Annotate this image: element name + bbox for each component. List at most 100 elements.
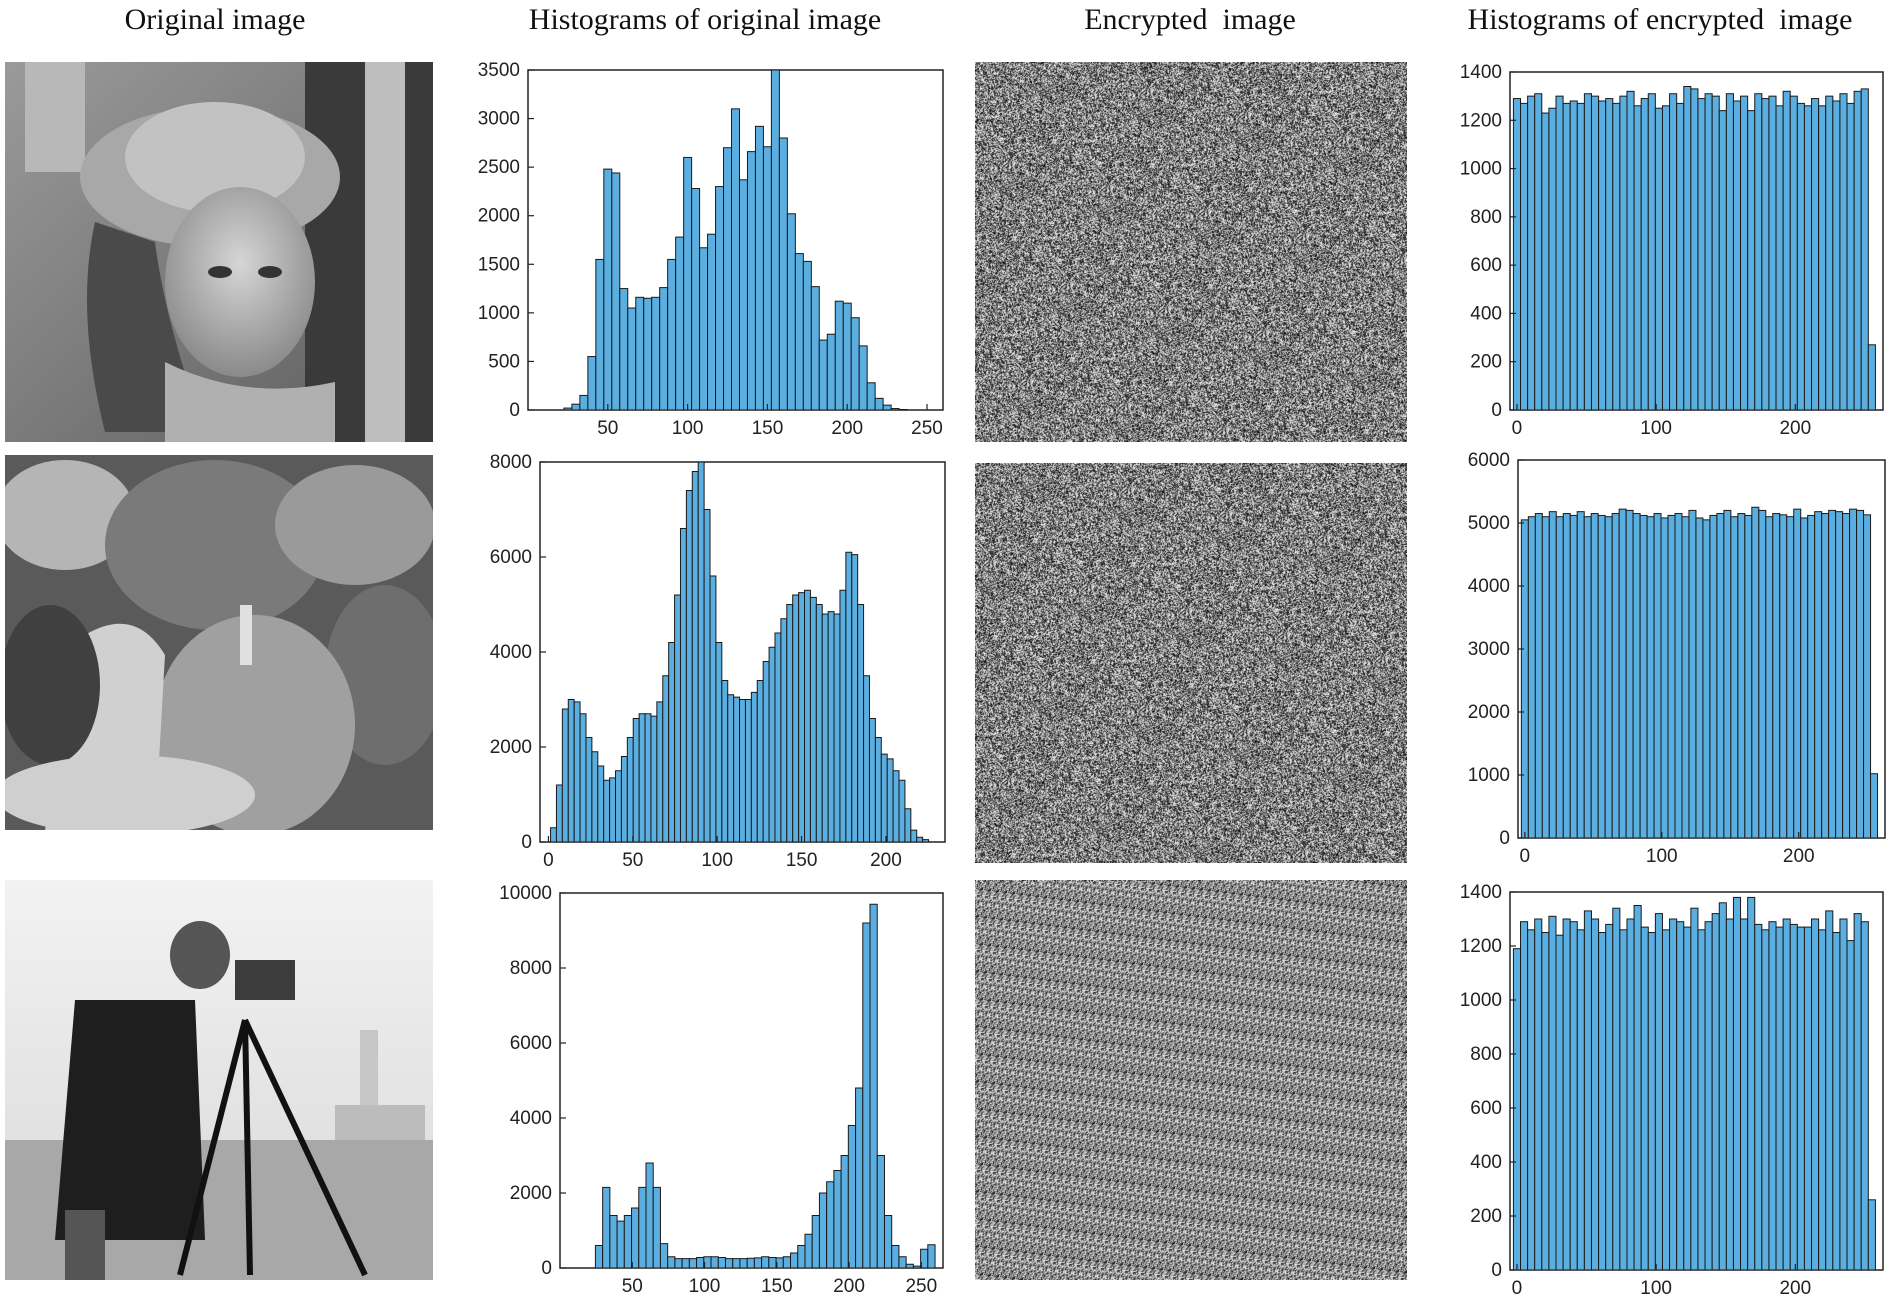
hist-lena-original-bar-30 bbox=[802, 260, 812, 411]
hist-lena-original-bar-5 bbox=[603, 168, 613, 411]
hist-lena-original-xtick-label-1: 100 bbox=[672, 418, 704, 439]
hist-cameraman-encrypted-ytick-label-3: 600 bbox=[1470, 1098, 1502, 1119]
hist-peppers-encrypted-bar-45 bbox=[1835, 511, 1844, 839]
hist-cameraman-encrypted-bar-31 bbox=[1732, 896, 1742, 1271]
hist-peppers-original-bar-57 bbox=[886, 758, 894, 843]
hist-peppers-encrypted-bar-24 bbox=[1688, 509, 1697, 839]
hist-peppers-original-bar-45 bbox=[815, 604, 823, 843]
hist-lena-encrypted-bar-16 bbox=[1626, 90, 1635, 411]
hist-lena-original-bar-1 bbox=[571, 403, 581, 411]
hist-cameraman-encrypted-bar-17 bbox=[1633, 905, 1642, 1271]
hist-lena-encrypted-bar-9 bbox=[1576, 102, 1585, 411]
hist-peppers-encrypted-bar-17 bbox=[1639, 514, 1648, 839]
hist-lena-original-bar-35 bbox=[842, 302, 852, 411]
hist-lena-encrypted-ytick-label-6: 1200 bbox=[1460, 110, 1502, 131]
hist-lena-encrypted-bar-14 bbox=[1612, 102, 1621, 411]
hist-peppers-original-bar-56 bbox=[880, 753, 888, 843]
hist-cameraman-encrypted-bar-30 bbox=[1725, 918, 1734, 1271]
hist-cameraman-original-bar-31 bbox=[818, 1192, 828, 1269]
hist-cameraman-original-bar-39 bbox=[876, 1155, 885, 1269]
hist-lena-encrypted-bar-28 bbox=[1711, 95, 1720, 411]
hist-lena-encrypted-bar-21 bbox=[1661, 105, 1671, 411]
hist-cameraman-encrypted-bar-25 bbox=[1690, 907, 1699, 1271]
hist-peppers-original-xtick-label-3: 150 bbox=[786, 850, 818, 871]
hist-cameraman-original-bar-22 bbox=[753, 1257, 763, 1269]
hist-peppers-original-bar-54 bbox=[868, 718, 876, 843]
hist-lena-encrypted-bar-41 bbox=[1803, 105, 1813, 411]
hist-cameraman-original-bar-34 bbox=[840, 1155, 849, 1269]
hist-peppers-encrypted-bar-11 bbox=[1597, 514, 1606, 839]
hist-cameraman-original-bar-14 bbox=[696, 1257, 705, 1269]
hist-peppers-original-bar-35 bbox=[756, 680, 764, 843]
peppers-original-image bbox=[5, 455, 433, 830]
hist-lena-original-bar-22 bbox=[738, 179, 748, 411]
hist-peppers-original-xtick-label-2: 100 bbox=[701, 850, 733, 871]
hist-lena-encrypted-bar-13 bbox=[1605, 98, 1614, 411]
hist-peppers-encrypted-bar-34 bbox=[1758, 509, 1767, 839]
hist-lena-original-bar-3 bbox=[587, 356, 597, 411]
hist-cameraman-encrypted-ytick-label-1: 200 bbox=[1470, 1206, 1502, 1227]
hist-peppers-original-bar-60 bbox=[904, 808, 912, 843]
hist-cameraman-original-bar-15 bbox=[703, 1256, 712, 1269]
hist-lena-encrypted-bar-25 bbox=[1690, 88, 1699, 411]
hist-peppers-encrypted-bar-47 bbox=[1849, 508, 1858, 839]
hist-cameraman-original-bar-35 bbox=[847, 1125, 857, 1269]
hist-lena-original-bar-15 bbox=[683, 156, 693, 411]
hist-cameraman-original-bar-36 bbox=[855, 1087, 864, 1269]
hist-cameraman-encrypted-bar-33 bbox=[1747, 896, 1756, 1271]
hist-peppers-encrypted-ytick-label-3: 3000 bbox=[1468, 639, 1510, 660]
hist-lena-encrypted-bar-20 bbox=[1654, 107, 1663, 411]
hist-lena-original-ytick-label-1: 500 bbox=[488, 351, 520, 372]
hist-lena-encrypted-bar-33 bbox=[1747, 110, 1756, 411]
hist-cameraman-original-xtick-label-1: 100 bbox=[689, 1276, 721, 1297]
hist-lena-original-bar-31 bbox=[810, 286, 820, 411]
hist-cameraman-encrypted-bar-2 bbox=[1527, 929, 1536, 1271]
hist-lena-encrypted-bar-11 bbox=[1590, 95, 1600, 411]
hist-lena-encrypted-bar-50 bbox=[1867, 344, 1876, 411]
hist-cameraman-encrypted-bar-42 bbox=[1811, 918, 1820, 1271]
hist-lena-original-bar-17 bbox=[699, 247, 709, 411]
hist-peppers-original-bar-17 bbox=[650, 715, 658, 843]
hist-lena-encrypted-bar-40 bbox=[1796, 102, 1805, 411]
hist-cameraman-original-ytick-label-5: 10000 bbox=[499, 883, 552, 904]
hist-cameraman-original-bar-18 bbox=[724, 1258, 734, 1269]
hist-peppers-original-bar-39 bbox=[780, 618, 788, 843]
hist-peppers-original-axes-box bbox=[539, 461, 946, 843]
hist-peppers-encrypted-ytick-label-4: 4000 bbox=[1468, 576, 1510, 597]
hist-peppers-encrypted-xtick-label-0: 0 bbox=[1520, 846, 1531, 867]
hist-peppers-original-bar-49 bbox=[839, 589, 847, 843]
hist-cameraman-encrypted-bar-27 bbox=[1704, 921, 1713, 1271]
hist-cameraman-encrypted-xtick-label-0: 0 bbox=[1512, 1278, 1523, 1299]
hist-lena-encrypted-ytick-label-3: 600 bbox=[1470, 255, 1502, 276]
hist-peppers-encrypted-axes-box bbox=[1517, 459, 1886, 839]
hist-peppers-encrypted-bar-10 bbox=[1590, 513, 1599, 839]
hist-cameraman-original-bar-16 bbox=[710, 1256, 719, 1269]
hist-cameraman-original-bar-5 bbox=[631, 1207, 640, 1269]
hist-cameraman-original-bar-21 bbox=[746, 1257, 755, 1269]
hist-peppers-original-bar-5 bbox=[579, 713, 587, 843]
hist-peppers-original-bar-40 bbox=[786, 604, 794, 843]
hist-lena-original-bar-9 bbox=[635, 296, 645, 411]
hist-cameraman-encrypted-ytick-label-7: 1400 bbox=[1460, 882, 1502, 903]
hist-cameraman-encrypted-bar-9 bbox=[1576, 929, 1585, 1271]
hist-cameraman-original-bar-33 bbox=[833, 1170, 842, 1269]
hist-cameraman-encrypted-bar-1 bbox=[1520, 921, 1529, 1271]
hist-lena-original-bar-12 bbox=[659, 287, 669, 411]
hist-lena-original-ytick-label-4: 2000 bbox=[478, 206, 520, 227]
hist-cameraman-encrypted-bar-49 bbox=[1860, 921, 1869, 1271]
header-original-image: Original image bbox=[124, 3, 306, 36]
hist-cameraman-encrypted-bar-39 bbox=[1789, 923, 1798, 1271]
hist-cameraman-encrypted-bar-34 bbox=[1754, 923, 1763, 1271]
hist-peppers-original-bar-22 bbox=[679, 528, 687, 843]
hist-peppers-encrypted-ytick-label-1: 1000 bbox=[1468, 765, 1510, 786]
hist-peppers-original-bar-14 bbox=[632, 718, 640, 843]
hist-cameraman-encrypted-ytick-label-4: 800 bbox=[1470, 1044, 1502, 1065]
hist-cameraman-encrypted-bar-5 bbox=[1548, 915, 1557, 1271]
hist-cameraman-original-bar-24 bbox=[768, 1257, 777, 1269]
hist-peppers-original-bar-13 bbox=[626, 737, 634, 843]
hist-peppers-encrypted-bar-35 bbox=[1765, 516, 1774, 839]
hist-cameraman-original-bar-3 bbox=[616, 1220, 625, 1269]
hist-lena-encrypted-bar-35 bbox=[1761, 98, 1770, 411]
hist-cameraman-original-bar-1 bbox=[602, 1186, 611, 1269]
hist-peppers-encrypted-bar-19 bbox=[1653, 513, 1662, 839]
